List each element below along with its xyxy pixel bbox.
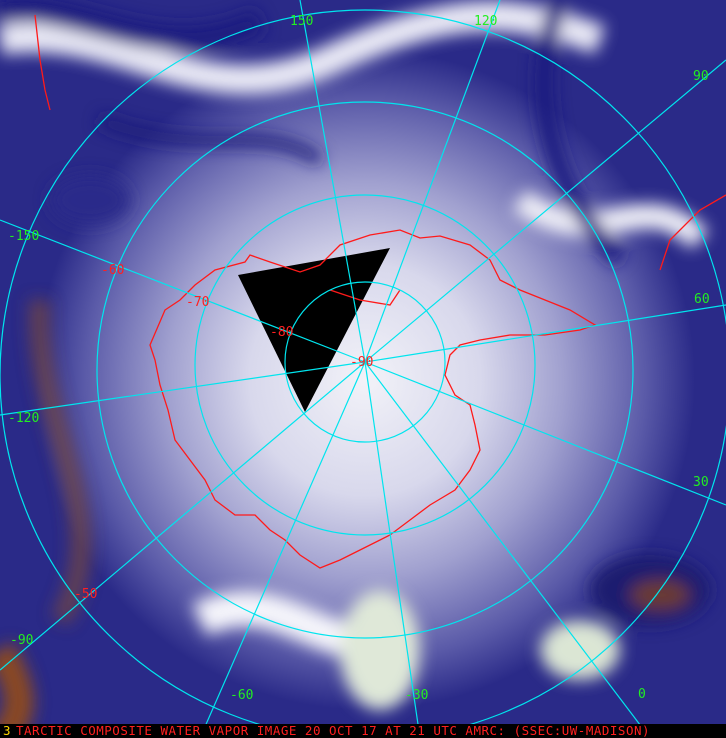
lon-label: 150 [290,14,313,29]
lon-label: -30 [405,688,428,703]
australia-coastline [659,194,726,271]
meridian-120 [364,0,501,363]
latitude-labels: -50 -60 -70 -80 -90 [74,263,373,602]
meridian-minus30 [364,361,421,738]
lon-label: 90 [693,69,709,84]
meridian-150 [299,0,366,363]
lon-label: -120 [8,411,39,426]
lat-circle-60 [96,101,634,639]
lat-label: -50 [74,587,97,602]
lon-label: -90 [10,633,33,648]
meridian-30 [364,361,726,506]
ice-shelf-outline [329,289,401,306]
caption-bar [0,724,726,738]
image-caption: TARCTIC COMPOSITE WATER VAPOR IMAGE 20 O… [16,723,651,738]
lat-label: -90 [350,355,373,370]
longitude-labels: 150 120 90 60 30 0 -30 -60 -90 -120 -150 [8,14,710,703]
cloud-features [0,0,710,738]
new-zealand-coastline [34,14,51,111]
meridian-0 [364,361,651,738]
lat-label: -70 [186,295,209,310]
frame-number: 3 [3,723,11,738]
lat-label: -60 [101,263,124,278]
lat-label: -80 [270,325,293,340]
lon-label: 30 [693,475,709,490]
lat-circle-70 [194,194,536,536]
meridian-minus90 [0,361,366,671]
meridian-60 [364,304,726,363]
meridian-minus150 [0,219,366,363]
lon-label: 0 [638,687,646,702]
lon-label: -150 [8,229,39,244]
lon-label: 120 [474,14,497,29]
meridian-90 [364,59,726,363]
antarctic-coastline [149,229,597,569]
lon-label: 60 [694,292,710,307]
meridian-minus60 [199,361,366,738]
meridian-minus120 [0,361,366,416]
lat-circle-50 [0,9,726,738]
lat-circle-80 [284,281,446,443]
lon-label: -60 [230,688,253,703]
